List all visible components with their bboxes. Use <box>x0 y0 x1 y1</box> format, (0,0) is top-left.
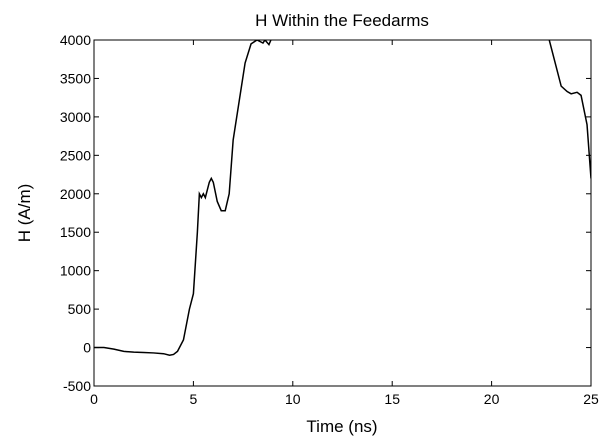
x-tick-label: 25 <box>583 391 599 407</box>
data-line <box>94 40 591 357</box>
y-tick-label: 500 <box>68 301 92 317</box>
y-tick-label: 0 <box>83 340 91 356</box>
plot-frame <box>93 39 592 387</box>
x-tick-label: 5 <box>190 391 198 407</box>
x-tick-label: 10 <box>285 391 301 407</box>
y-tick-label: 1500 <box>60 224 91 240</box>
x-axis-label: Time (ns) <box>306 417 377 436</box>
y-tick-label: 4000 <box>60 32 91 48</box>
y-tick-label: 3500 <box>60 70 91 86</box>
y-tick-label: 1000 <box>60 263 91 279</box>
y-tick-label: 2500 <box>60 147 91 163</box>
x-tick-label: 20 <box>484 391 500 407</box>
y-axis-label: H (A/m) <box>15 184 34 243</box>
x-tick-label: 15 <box>384 391 400 407</box>
y-tick-label: -500 <box>63 378 91 394</box>
x-tick-label: 0 <box>90 391 98 407</box>
y-tick-label: 3000 <box>60 109 91 125</box>
y-tick-label: 2000 <box>60 186 91 202</box>
chart-title: H Within the Feedarms <box>255 11 429 30</box>
